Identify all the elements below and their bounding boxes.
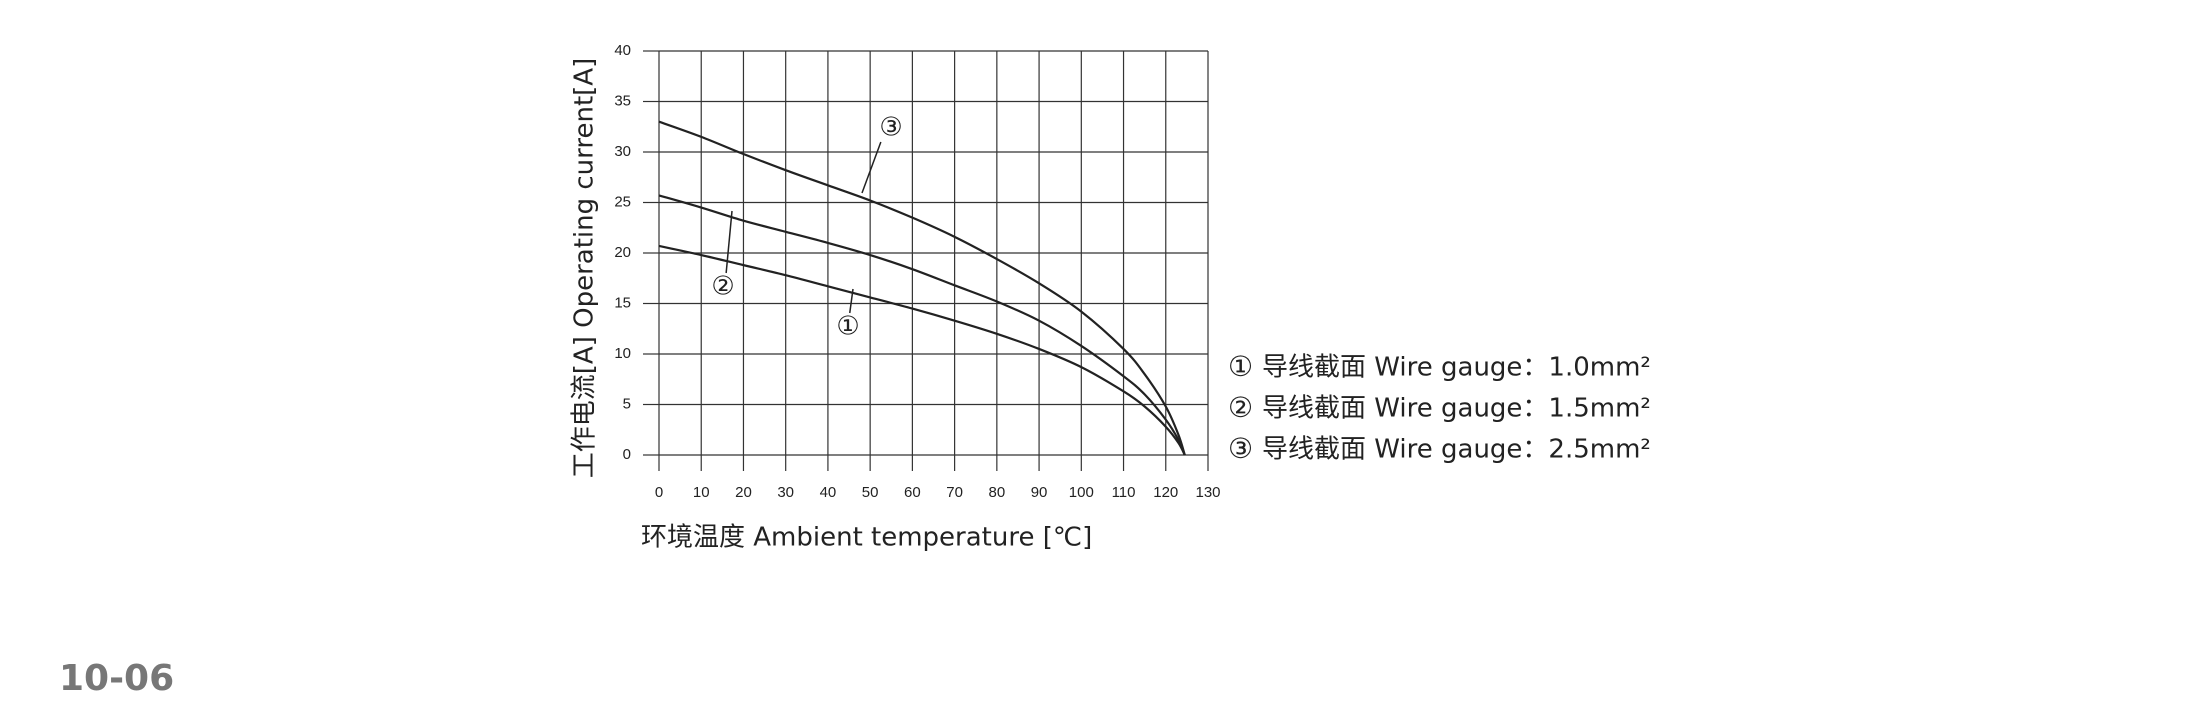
leader-line bbox=[849, 288, 854, 314]
x-tick-label: 20 bbox=[735, 484, 752, 501]
x-tick-label: 80 bbox=[989, 484, 1006, 501]
x-tick-label: 100 bbox=[1069, 484, 1094, 501]
x-tick-label: 0 bbox=[655, 484, 663, 501]
page-number: 10-06 bbox=[59, 658, 174, 699]
y-axis-label: 工作电流[A] Operating current[A] bbox=[570, 58, 600, 478]
series-line bbox=[658, 120, 1186, 456]
y-tick-label: 20 bbox=[614, 244, 631, 261]
x-tick-label: 110 bbox=[1112, 484, 1136, 501]
y-tick-label: 30 bbox=[614, 143, 631, 160]
y-tick-label: 15 bbox=[614, 294, 631, 311]
x-tick-label: 40 bbox=[820, 484, 837, 501]
series-line bbox=[658, 194, 1186, 456]
leader-line bbox=[861, 141, 882, 194]
x-tick-label: 70 bbox=[946, 484, 963, 501]
y-tick-label: 35 bbox=[614, 92, 631, 109]
y-tick-label: 0 bbox=[623, 446, 631, 463]
y-tick-label: 10 bbox=[614, 345, 631, 362]
x-tick-label: 10 bbox=[693, 484, 710, 501]
y-tick-label: 40 bbox=[614, 42, 631, 59]
curve-label: ① bbox=[836, 312, 859, 342]
legend-label: 导线截面 Wire gauge：2.5mm² bbox=[1262, 435, 1651, 465]
legend-label: 导线截面 Wire gauge：1.5mm² bbox=[1262, 394, 1651, 424]
curve-label: ③ bbox=[879, 113, 902, 143]
y-tick-label: 5 bbox=[623, 395, 631, 412]
x-tick-label: 130 bbox=[1195, 484, 1220, 501]
x-tick-label: 90 bbox=[1031, 484, 1048, 501]
x-tick-label: 60 bbox=[904, 484, 921, 501]
x-axis-label: 环境温度 Ambient temperature [℃] bbox=[641, 523, 1092, 553]
y-tick-label: 25 bbox=[614, 193, 631, 210]
x-tick-label: 50 bbox=[862, 484, 879, 501]
x-tick-label: 30 bbox=[777, 484, 794, 501]
leader-line bbox=[725, 210, 733, 274]
series-line bbox=[658, 244, 1186, 456]
x-tick-label: 120 bbox=[1153, 484, 1178, 501]
legend-label: 导线截面 Wire gauge：1.0mm² bbox=[1262, 353, 1651, 383]
curve-label: ② bbox=[711, 272, 734, 302]
legend-marker: ③ bbox=[1228, 432, 1253, 465]
legend-marker: ② bbox=[1228, 391, 1253, 424]
legend-marker: ① bbox=[1228, 350, 1253, 383]
